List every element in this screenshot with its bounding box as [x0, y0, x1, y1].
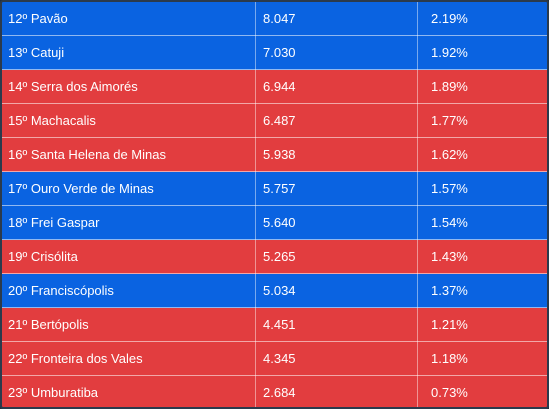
municipality-cell: 17º Ouro Verde de Minas	[2, 171, 256, 206]
municipality-name: Franciscópolis	[30, 283, 114, 298]
rank-label: 22º	[8, 351, 28, 366]
table-row: 21º Bertópolis 4.451 1.21%	[2, 307, 547, 342]
municipality-name: Bertópolis	[30, 317, 89, 332]
population-cell: 6.487	[255, 103, 418, 138]
rank-label: 15º	[8, 113, 28, 128]
percent-cell: 1.92%	[417, 35, 547, 70]
percent-cell: 1.21%	[417, 307, 547, 342]
table-row: 18º Frei Gaspar 5.640 1.54%	[2, 205, 547, 240]
rank-label: 13º	[8, 45, 28, 60]
rank-label: 23º	[8, 385, 28, 400]
population-cell: 5.034	[255, 273, 418, 308]
rank-label: 17º	[8, 181, 28, 196]
population-cell: 5.757	[255, 171, 418, 206]
population-cell: 6.944	[255, 69, 418, 104]
municipality-name: Umburatiba	[30, 385, 99, 400]
percent-cell: 2.19%	[417, 2, 547, 36]
rank-label: 21º	[8, 317, 28, 332]
table-row: 12º Pavão 8.047 2.19%	[2, 2, 547, 36]
municipality-name: Fronteira dos Vales	[30, 351, 143, 366]
municipality-cell: 19º Crisólita	[2, 239, 256, 274]
municipality-cell: 14º Serra dos Aimorés	[2, 69, 256, 104]
rank-label: 19º	[8, 249, 28, 264]
table-row: 23º Umburatiba 2.684 0.73%	[2, 375, 547, 407]
table-row: 17º Ouro Verde de Minas 5.757 1.57%	[2, 171, 547, 206]
municipality-name: Ouro Verde de Minas	[30, 181, 154, 196]
percent-cell: 1.43%	[417, 239, 547, 274]
municipality-cell: 16º Santa Helena de Minas	[2, 137, 256, 172]
municipality-name: Pavão	[30, 11, 68, 26]
percent-cell: 1.18%	[417, 341, 547, 376]
population-cell: 8.047	[255, 2, 418, 36]
municipality-cell: 15º Machacalis	[2, 103, 256, 138]
rank-label: 18º	[8, 215, 28, 230]
percent-cell: 1.77%	[417, 103, 547, 138]
municipality-name: Santa Helena de Minas	[30, 147, 166, 162]
municipality-cell: 12º Pavão	[2, 2, 256, 36]
rank-label: 20º	[8, 283, 28, 298]
rank-label: 16º	[8, 147, 28, 162]
rank-label: 14º	[8, 79, 28, 94]
table-row: 22º Fronteira dos Vales 4.345 1.18%	[2, 341, 547, 376]
table-row: 15º Machacalis 6.487 1.77%	[2, 103, 547, 138]
municipality-name: Crisólita	[30, 249, 78, 264]
population-cell: 4.345	[255, 341, 418, 376]
population-cell: 5.640	[255, 205, 418, 240]
percent-cell: 1.57%	[417, 171, 547, 206]
table-row: 16º Santa Helena de Minas 5.938 1.62%	[2, 137, 547, 172]
percent-cell: 1.54%	[417, 205, 547, 240]
percent-cell: 1.62%	[417, 137, 547, 172]
municipality-name: Serra dos Aimorés	[30, 79, 138, 94]
population-cell: 2.684	[255, 375, 418, 407]
population-cell: 7.030	[255, 35, 418, 70]
municipality-cell: 21º Bertópolis	[2, 307, 256, 342]
municipality-cell: 13º Catuji	[2, 35, 256, 70]
percent-cell: 1.37%	[417, 273, 547, 308]
municipality-name: Frei Gaspar	[30, 215, 100, 230]
table-row: 20º Franciscópolis 5.034 1.37%	[2, 273, 547, 308]
table-row: 13º Catuji 7.030 1.92%	[2, 35, 547, 70]
municipality-cell: 20º Franciscópolis	[2, 273, 256, 308]
table-row: 14º Serra dos Aimorés 6.944 1.89%	[2, 69, 547, 104]
municipality-cell: 18º Frei Gaspar	[2, 205, 256, 240]
municipality-name: Catuji	[30, 45, 65, 60]
population-cell: 5.265	[255, 239, 418, 274]
table-row: 19º Crisólita 5.265 1.43%	[2, 239, 547, 274]
percent-cell: 1.89%	[417, 69, 547, 104]
municipality-cell: 22º Fronteira dos Vales	[2, 341, 256, 376]
population-cell: 4.451	[255, 307, 418, 342]
percent-cell: 0.73%	[417, 375, 547, 407]
municipality-name: Machacalis	[30, 113, 96, 128]
municipality-cell: 23º Umburatiba	[2, 375, 256, 407]
rank-label: 12º	[8, 11, 28, 26]
population-cell: 5.938	[255, 137, 418, 172]
